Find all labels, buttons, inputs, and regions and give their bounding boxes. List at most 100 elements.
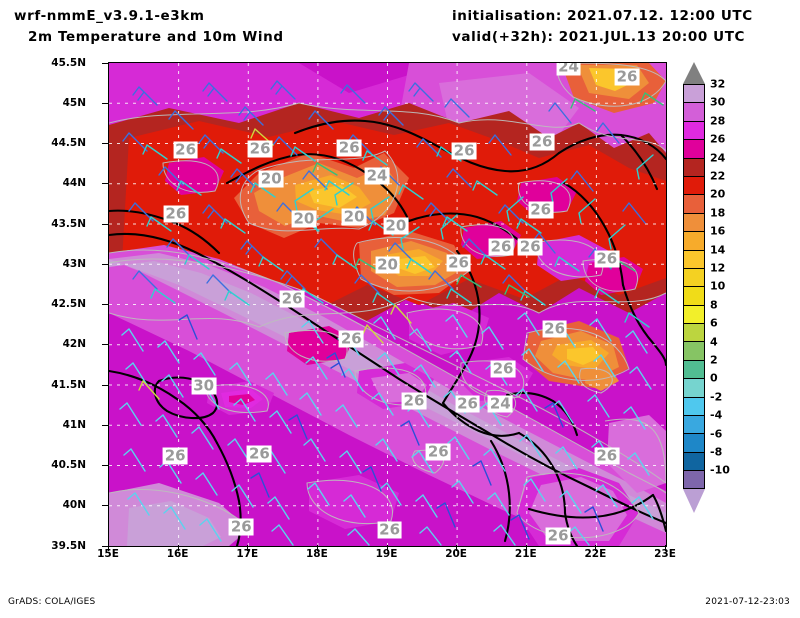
colorbar-band bbox=[683, 139, 705, 158]
temperature-contour-label: 26 bbox=[377, 520, 403, 539]
x-tick bbox=[595, 545, 597, 551]
colorbar-band bbox=[683, 267, 705, 287]
colorbar-tick-label: 18 bbox=[710, 206, 726, 220]
temperature-contour-label: 20 bbox=[375, 255, 400, 274]
temperature-contour-label: 20 bbox=[341, 207, 367, 226]
colorbar[interactable] bbox=[683, 84, 705, 489]
y-tick bbox=[102, 424, 108, 426]
x-axis-label: 20E bbox=[445, 548, 467, 560]
colorbar-band bbox=[683, 84, 705, 103]
y-axis-label: 41N bbox=[62, 418, 86, 431]
temperature-contour-label: 26 bbox=[594, 249, 620, 268]
y-axis-label: 45N bbox=[62, 96, 86, 109]
colorbar-tick-label: -6 bbox=[710, 427, 723, 441]
x-axis-label: 15E bbox=[97, 548, 119, 560]
y-axis-label: 44.5N bbox=[51, 137, 86, 149]
temperature-contour-label: 24 bbox=[556, 63, 581, 76]
colorbar-tick-label: 22 bbox=[710, 169, 726, 183]
wind-barbs bbox=[119, 80, 664, 546]
colorbar-tick-label: 6 bbox=[710, 316, 718, 330]
colorbar-tick-label: 12 bbox=[710, 261, 726, 275]
colorbar-band bbox=[683, 286, 705, 305]
x-tick bbox=[108, 545, 109, 551]
y-tick bbox=[102, 62, 108, 64]
y-axis-label: 39.5N bbox=[51, 539, 86, 552]
temperature-contour-label: 26 bbox=[425, 442, 451, 461]
temperature-contour-label: 26 bbox=[451, 141, 477, 160]
temperature-field bbox=[109, 63, 666, 546]
y-axis-label: 40N bbox=[62, 499, 86, 512]
colorbar-band bbox=[683, 470, 705, 489]
x-axis-label: 21E bbox=[514, 548, 537, 560]
temperature-contour-label: 26 bbox=[488, 237, 514, 256]
y-tick bbox=[102, 344, 108, 346]
colorbar-tick-label: -10 bbox=[710, 463, 730, 477]
x-tick bbox=[316, 545, 318, 551]
colorbar-band bbox=[683, 433, 705, 452]
field-title: 2m Temperature and 10m Wind bbox=[28, 29, 284, 45]
temperature-contour-label: 24 bbox=[487, 394, 513, 412]
temperature-contour-label: 26 bbox=[163, 204, 189, 223]
colorbar-tick-label: 14 bbox=[710, 243, 726, 257]
temperature-contour-label: 26 bbox=[336, 138, 362, 157]
y-tick bbox=[102, 505, 108, 507]
temperature-contour-label: 20 bbox=[291, 209, 317, 228]
temperature-contour-label: 26 bbox=[490, 359, 516, 378]
temperature-contour-label: 26 bbox=[246, 444, 272, 463]
x-tick bbox=[386, 545, 388, 551]
colorbar-tick-label: -8 bbox=[710, 445, 723, 459]
colorbar-tick-label: -4 bbox=[710, 408, 723, 422]
colorbar-band bbox=[683, 157, 705, 176]
temperature-contour-label: 26 bbox=[528, 200, 554, 219]
temperature-contour-label: 26 bbox=[542, 319, 568, 338]
x-axis-label: 17E bbox=[236, 548, 259, 560]
y-tick bbox=[102, 304, 108, 305]
footer-timestamp: 2021-07-12-23:03 bbox=[705, 597, 790, 607]
y-tick bbox=[102, 384, 108, 386]
map-canvas: 26 26 26 26 26 26 24 26 20 24 20 20 20 26 26 26 26 20 26 26… bbox=[109, 63, 666, 546]
colorbar-tick-label: -2 bbox=[710, 390, 723, 404]
temperature-contour-label: 26 bbox=[228, 517, 254, 536]
colorbar-tick-label: 32 bbox=[710, 77, 726, 91]
colorbar-band bbox=[683, 304, 705, 324]
colorbar-band bbox=[683, 194, 705, 213]
header: wrf-nmmE_v3.9.1-e3km 2m Temperature and … bbox=[0, 0, 800, 56]
temperature-contour-label: 26 bbox=[173, 140, 199, 159]
colorbar-tick-label: 10 bbox=[710, 279, 726, 293]
y-axis-label: 41.5N bbox=[51, 378, 86, 391]
colorbar-tick-label: 0 bbox=[710, 371, 718, 385]
colorbar-band bbox=[683, 378, 705, 397]
model-title: wrf-nmmE_v3.9.1-e3km bbox=[14, 8, 205, 24]
colorbar-tick-label: 26 bbox=[710, 132, 726, 146]
colorbar-under-arrow bbox=[683, 488, 705, 513]
y-tick bbox=[102, 545, 108, 547]
y-axis-label: 42N bbox=[62, 338, 86, 351]
y-axis-label: 44N bbox=[62, 177, 86, 190]
x-tick bbox=[247, 545, 249, 551]
x-axis-label: 22E bbox=[584, 548, 607, 560]
x-tick bbox=[665, 545, 666, 551]
temperature-contour-label: 20 bbox=[258, 169, 284, 188]
colorbar-over-arrow bbox=[683, 62, 705, 84]
header-left: wrf-nmmE_v3.9.1-e3km 2m Temperature and … bbox=[14, 6, 284, 48]
temperature-contour-label: 26 bbox=[614, 67, 640, 86]
temperature-contour-label: 20 bbox=[383, 216, 409, 235]
x-axis-label: 16E bbox=[166, 548, 189, 560]
temperature-contour-label: 26 bbox=[338, 329, 364, 348]
colorbar-tick-label: 2 bbox=[710, 353, 718, 367]
colorbar-band bbox=[683, 102, 705, 121]
colorbar-band bbox=[683, 359, 705, 379]
x-tick bbox=[177, 545, 179, 551]
colorbar-band bbox=[683, 212, 705, 232]
y-axis-label: 42.5N bbox=[51, 298, 86, 310]
map-plot-area[interactable]: 26 26 26 26 26 26 24 26 20 24 20 20 20 26 26 26 26 20 26 26… bbox=[108, 62, 667, 547]
temperature-contour-label: 26 bbox=[545, 526, 571, 545]
y-axis-label: 43.5N bbox=[51, 217, 86, 230]
y-tick bbox=[102, 223, 108, 225]
y-axis-label: 40.5N bbox=[51, 459, 86, 471]
temperature-contour-label: 26 bbox=[247, 139, 273, 158]
temperature-contour-label: 26 bbox=[162, 446, 188, 465]
temperature-contour-label: 26 bbox=[517, 237, 543, 256]
header-right: initialisation: 2021.07.12. 12:00 UTC va… bbox=[452, 6, 753, 48]
y-axis-label: 43N bbox=[62, 257, 86, 270]
